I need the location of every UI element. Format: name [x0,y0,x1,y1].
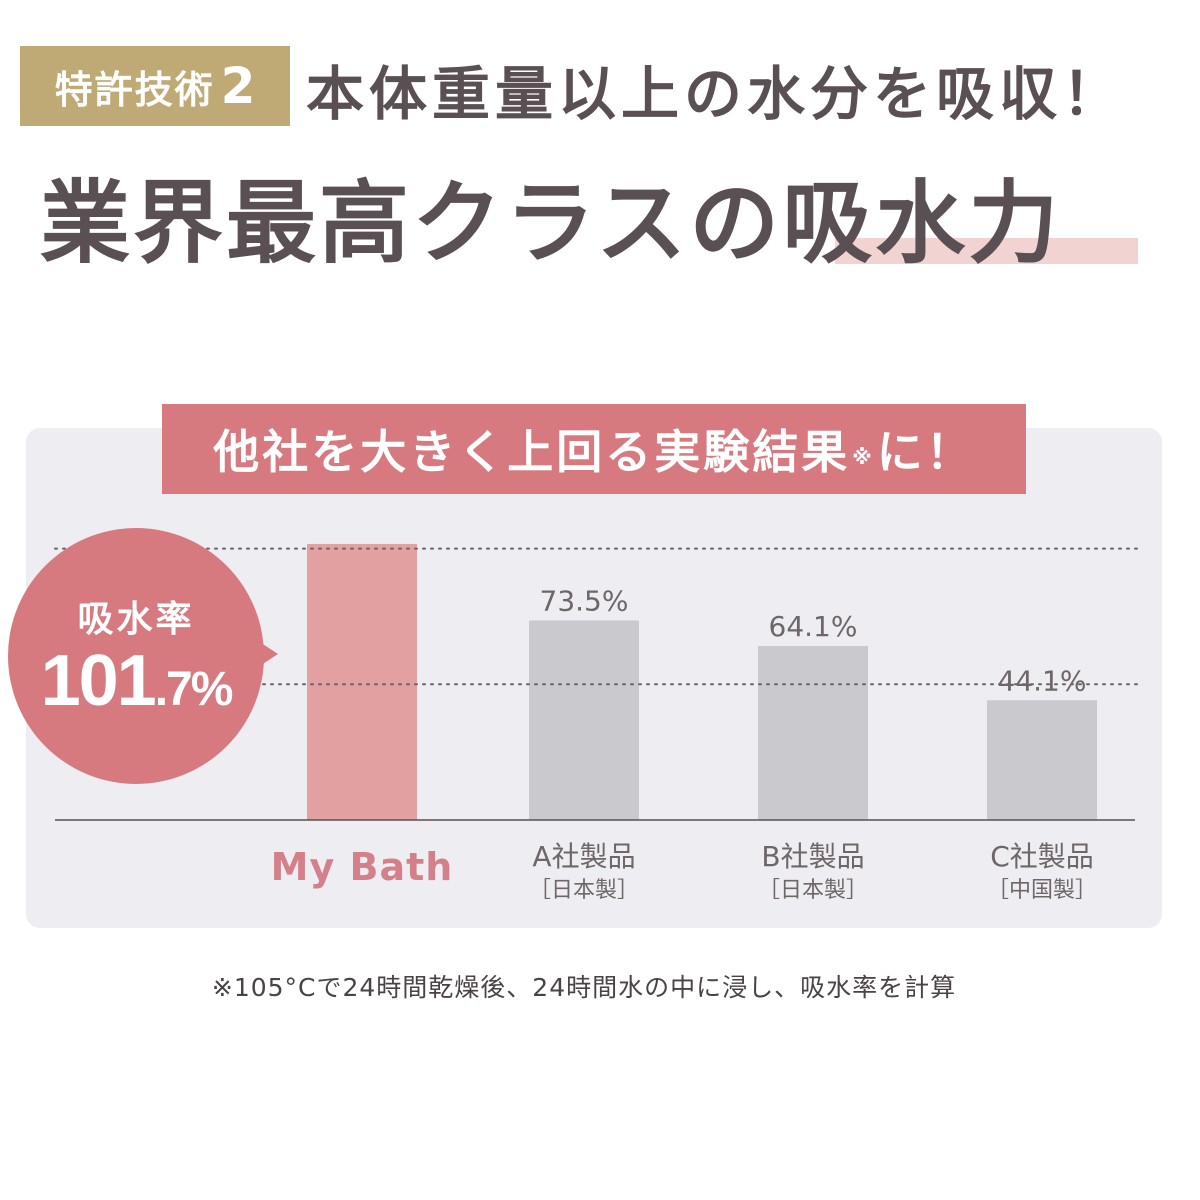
banner-suffix: に！ [876,425,975,479]
result-banner: 他社を大きく上回る実験結果 ※ に！ [162,404,1026,494]
category-label-1: A社製品 [532,840,635,873]
value-label-3: 44.1% [998,664,1087,697]
category-sublabel-2: ［日本製］ [758,878,868,903]
category-sublabel-1: ［日本製］ [529,878,639,903]
bar-1 [529,620,639,820]
bar-3 [987,700,1097,820]
callout-label: 吸水率 [77,599,195,640]
banner-mark: ※ [852,445,875,469]
bar-2 [758,646,868,820]
callout-value-int: 101 [40,641,157,721]
headline: 業界最高クラスの 吸水力 [40,160,1190,276]
category-label-0: My Bath [271,845,454,889]
badge-number: 2 [220,57,256,115]
headline-highlight [835,238,1138,264]
category-sublabel-3: ［中国製］ [987,878,1097,903]
badge-text: 特許技術 [54,67,215,112]
callout-value-dec: .7% [154,663,234,716]
headline-main: 業界最高クラスの [40,171,783,276]
category-label-3: C社製品 [990,840,1094,873]
subtitle: 本体重量以上の水分を吸収！ [306,60,1126,128]
absorption-callout [8,528,264,784]
category-label-2: B社製品 [761,840,864,873]
headline-accent: 吸水力 [782,171,1062,276]
value-label-1: 73.5% [540,585,629,618]
footnote: ※105°Cで24時間乾燥後、24時間水の中に浸し、吸水率を計算 [211,973,957,1002]
callout-value: 101.7% [8,640,264,722]
patent-badge: 特許技術 2 [20,46,290,126]
value-label-2: 64.1% [769,610,858,643]
callout-pointer [252,637,278,671]
bar-0 [307,543,417,820]
banner-text: 他社を大きく上回る実験結果 [213,425,851,479]
